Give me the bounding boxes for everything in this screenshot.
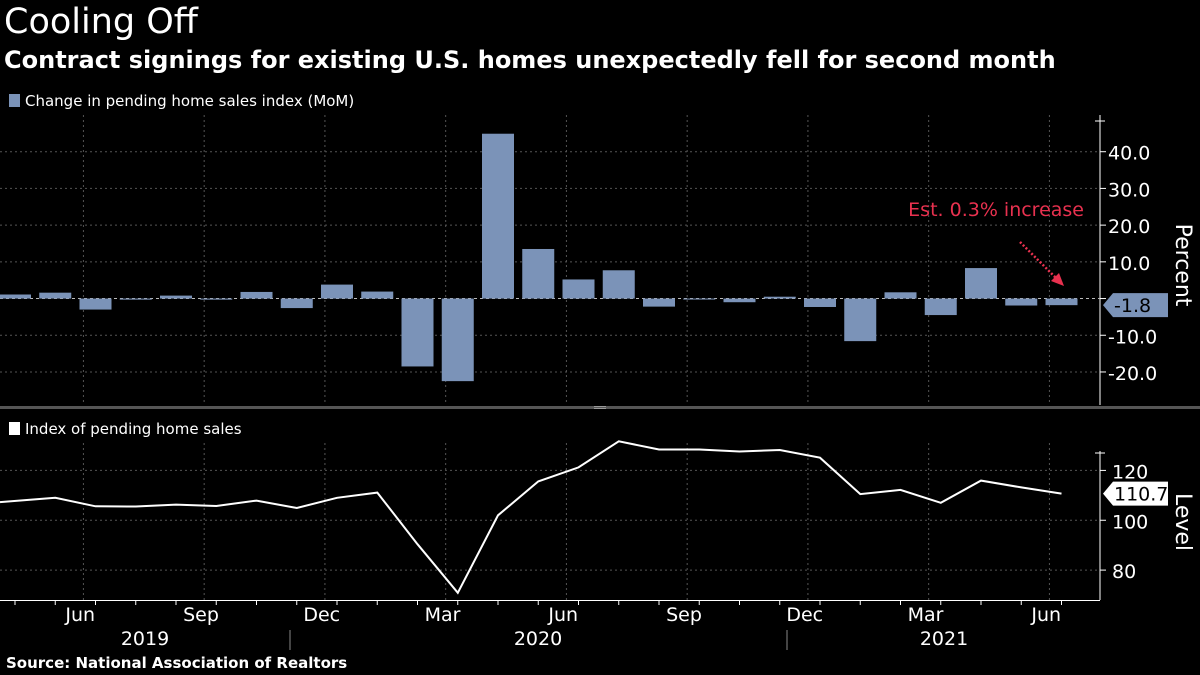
bar bbox=[482, 133, 514, 299]
estimate-arrow-shaft bbox=[1019, 241, 1058, 280]
y-tick-label-top: -10.0 bbox=[1108, 326, 1157, 348]
x-tick-label: Mar bbox=[425, 604, 461, 626]
chart-title: Cooling Off bbox=[4, 2, 198, 42]
bar bbox=[522, 248, 555, 299]
x-tick-label: Dec bbox=[786, 604, 823, 626]
panel-separator bbox=[0, 406, 1200, 409]
x-tick-label: Mar bbox=[908, 604, 944, 626]
bar bbox=[39, 292, 72, 299]
bar bbox=[643, 298, 675, 307]
last-value-label-line: 110.7 bbox=[1114, 484, 1168, 506]
bar bbox=[240, 291, 273, 299]
bar bbox=[200, 298, 233, 300]
y-tick-label-top: 20.0 bbox=[1108, 216, 1150, 238]
x-tick-label: Jun bbox=[64, 604, 95, 626]
x-year-label: 2020 bbox=[514, 628, 562, 650]
x-tick-label: Dec bbox=[303, 604, 340, 626]
y-tick-label-bottom: 120 bbox=[1112, 461, 1148, 483]
y-tick-label-top: 10.0 bbox=[1108, 253, 1150, 275]
estimate-arrow-head bbox=[1051, 273, 1064, 286]
x-tick-label: Jun bbox=[547, 604, 578, 626]
bar bbox=[602, 270, 635, 299]
bar bbox=[1045, 298, 1078, 306]
y-tick-label-bottom: 100 bbox=[1112, 511, 1148, 533]
last-value-tag-line bbox=[1103, 481, 1168, 506]
y-tick-label-top: 40.0 bbox=[1108, 143, 1150, 165]
bar bbox=[441, 298, 474, 382]
bar bbox=[160, 295, 192, 299]
bar bbox=[763, 296, 796, 299]
legend-swatch-line bbox=[9, 422, 20, 435]
bar bbox=[884, 292, 917, 299]
y-tick-label-top: 30.0 bbox=[1108, 179, 1150, 201]
x-year-label: 2021 bbox=[920, 628, 968, 650]
bar bbox=[321, 284, 353, 299]
last-value-tag-bars bbox=[1103, 293, 1168, 318]
bar bbox=[924, 298, 957, 316]
index-line-series bbox=[0, 440, 1062, 595]
legend-swatch-bars bbox=[9, 94, 20, 107]
bar bbox=[844, 298, 877, 342]
bar bbox=[280, 298, 313, 309]
source-note: Source: National Association of Realtors bbox=[6, 654, 348, 672]
bar bbox=[0, 294, 31, 299]
bar bbox=[683, 298, 716, 300]
legend-label-bars: Change in pending home sales index (MoM) bbox=[25, 92, 354, 110]
bar bbox=[804, 298, 836, 307]
bar bbox=[401, 298, 434, 367]
x-axis: Jun Sep Dec Mar Jun Sep Dec Mar Jun 2019 2020 2021 bbox=[14, 600, 1062, 650]
bar bbox=[1005, 298, 1038, 306]
x-tick-label: Sep bbox=[183, 604, 219, 626]
x-tick-label: Sep bbox=[666, 604, 702, 626]
bar bbox=[562, 279, 595, 299]
x-tick-label: Jun bbox=[1030, 604, 1061, 626]
legend-label-line: Index of pending home sales bbox=[25, 420, 242, 438]
y-axis-bottom: 120 100 80 bbox=[1095, 451, 1148, 600]
y-tick-label-bottom: 80 bbox=[1112, 561, 1136, 583]
chart-subtitle: Contract signings for existing U.S. home… bbox=[4, 46, 1056, 74]
last-value-label-bars: -1.8 bbox=[1114, 295, 1151, 317]
estimate-annotation: Est. 0.3% increase bbox=[908, 199, 1084, 221]
y-axis-top: 40.0 30.0 20.0 10.0 -10.0 -20.0 bbox=[1095, 115, 1157, 405]
bar bbox=[119, 298, 152, 300]
bar bbox=[79, 298, 112, 310]
y-tick-label-top: -20.0 bbox=[1108, 363, 1157, 385]
y-axis-title-top: Percent bbox=[1170, 224, 1195, 307]
y-axis-title-bottom: Level bbox=[1170, 493, 1195, 551]
x-year-label: 2019 bbox=[121, 628, 169, 650]
bar bbox=[723, 298, 756, 303]
bar bbox=[361, 291, 394, 299]
bar bbox=[965, 268, 997, 299]
bar-series bbox=[0, 133, 1078, 382]
